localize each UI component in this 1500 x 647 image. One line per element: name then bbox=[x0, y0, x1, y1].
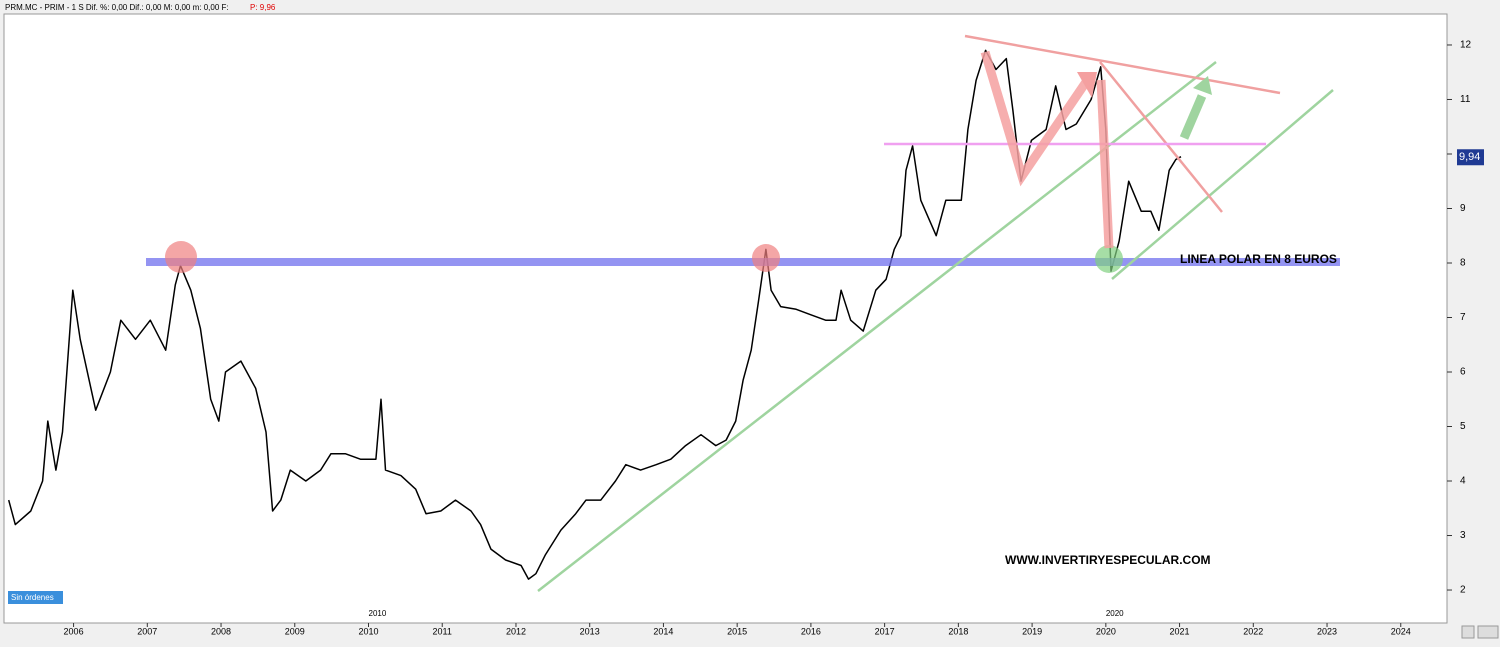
y-tick-label: 9 bbox=[1460, 203, 1466, 214]
x-tick-label: 2012 bbox=[506, 626, 526, 636]
x-tick-label: 2009 bbox=[285, 626, 305, 636]
y-tick-label: 5 bbox=[1460, 421, 1466, 432]
x-tick-label: 2010 bbox=[358, 626, 378, 636]
annotation: LINEA POLAR EN 8 EUROS bbox=[1180, 252, 1337, 266]
arrow-head bbox=[1077, 72, 1097, 98]
header-price: P: 9,96 bbox=[250, 3, 276, 12]
y-tick-label: 4 bbox=[1460, 476, 1466, 487]
polar-band bbox=[146, 258, 1340, 266]
status-box bbox=[8, 591, 63, 604]
last-price-label: 9,94 bbox=[1459, 151, 1480, 163]
highlight-circle bbox=[752, 244, 780, 272]
annotation: WWW.INVERTIRYESPECULAR.COM bbox=[1005, 553, 1211, 567]
x-tick-label: 2023 bbox=[1317, 626, 1337, 636]
x-tick-label: 2021 bbox=[1170, 626, 1190, 636]
x-tick-label: 2007 bbox=[137, 626, 157, 636]
x-tick-label: 2022 bbox=[1243, 626, 1263, 636]
price-line bbox=[7, 49, 1182, 580]
arrow-head bbox=[1193, 76, 1212, 95]
x-tick-label: 2013 bbox=[580, 626, 600, 636]
y-tick-label: 11 bbox=[1460, 94, 1471, 105]
header: PRM.MC - PRIM - 1 S Dif. %: 0,00 Dif.: 0… bbox=[5, 3, 229, 12]
y-tick-label: 6 bbox=[1460, 367, 1466, 378]
x-tick-label: 2016 bbox=[801, 626, 821, 636]
highlight-circle bbox=[165, 241, 197, 273]
zoom-button[interactable] bbox=[1461, 625, 1475, 639]
trend-line bbox=[1111, 89, 1334, 280]
x-tick-label: 2017 bbox=[875, 626, 895, 636]
x-tick-label: 2015 bbox=[727, 626, 747, 636]
x-tick-label: 2014 bbox=[653, 626, 673, 636]
x-tick-label: 2008 bbox=[211, 626, 231, 636]
status: Sin órdenes bbox=[11, 593, 54, 602]
y-tick-label: 8 bbox=[1460, 258, 1466, 269]
decade-marker: 2010 bbox=[369, 609, 387, 618]
move-arrow bbox=[1179, 94, 1207, 140]
x-tick-label: 2019 bbox=[1022, 626, 1042, 636]
move-arrow bbox=[980, 50, 1090, 187]
last-price-box bbox=[1457, 149, 1484, 166]
x-tick-label: 2006 bbox=[64, 626, 84, 636]
move-arrow bbox=[1096, 79, 1114, 249]
y-tick-label: 12 bbox=[1460, 40, 1472, 51]
save-button[interactable] bbox=[1477, 625, 1499, 639]
trend-line bbox=[964, 34, 1281, 95]
plot-area bbox=[3, 13, 1448, 624]
decade-marker: 2020 bbox=[1106, 609, 1124, 618]
x-tick-label: 2020 bbox=[1096, 626, 1116, 636]
x-tick-label: 2024 bbox=[1391, 626, 1411, 636]
trend-line bbox=[1099, 61, 1223, 213]
y-tick-label: 7 bbox=[1460, 312, 1466, 323]
y-tick-label: 2 bbox=[1460, 585, 1466, 596]
x-tick-label: 2011 bbox=[433, 626, 452, 636]
highlight-circle bbox=[1095, 245, 1123, 273]
x-tick-label: 2018 bbox=[948, 626, 968, 636]
y-tick-label: 3 bbox=[1460, 530, 1466, 541]
